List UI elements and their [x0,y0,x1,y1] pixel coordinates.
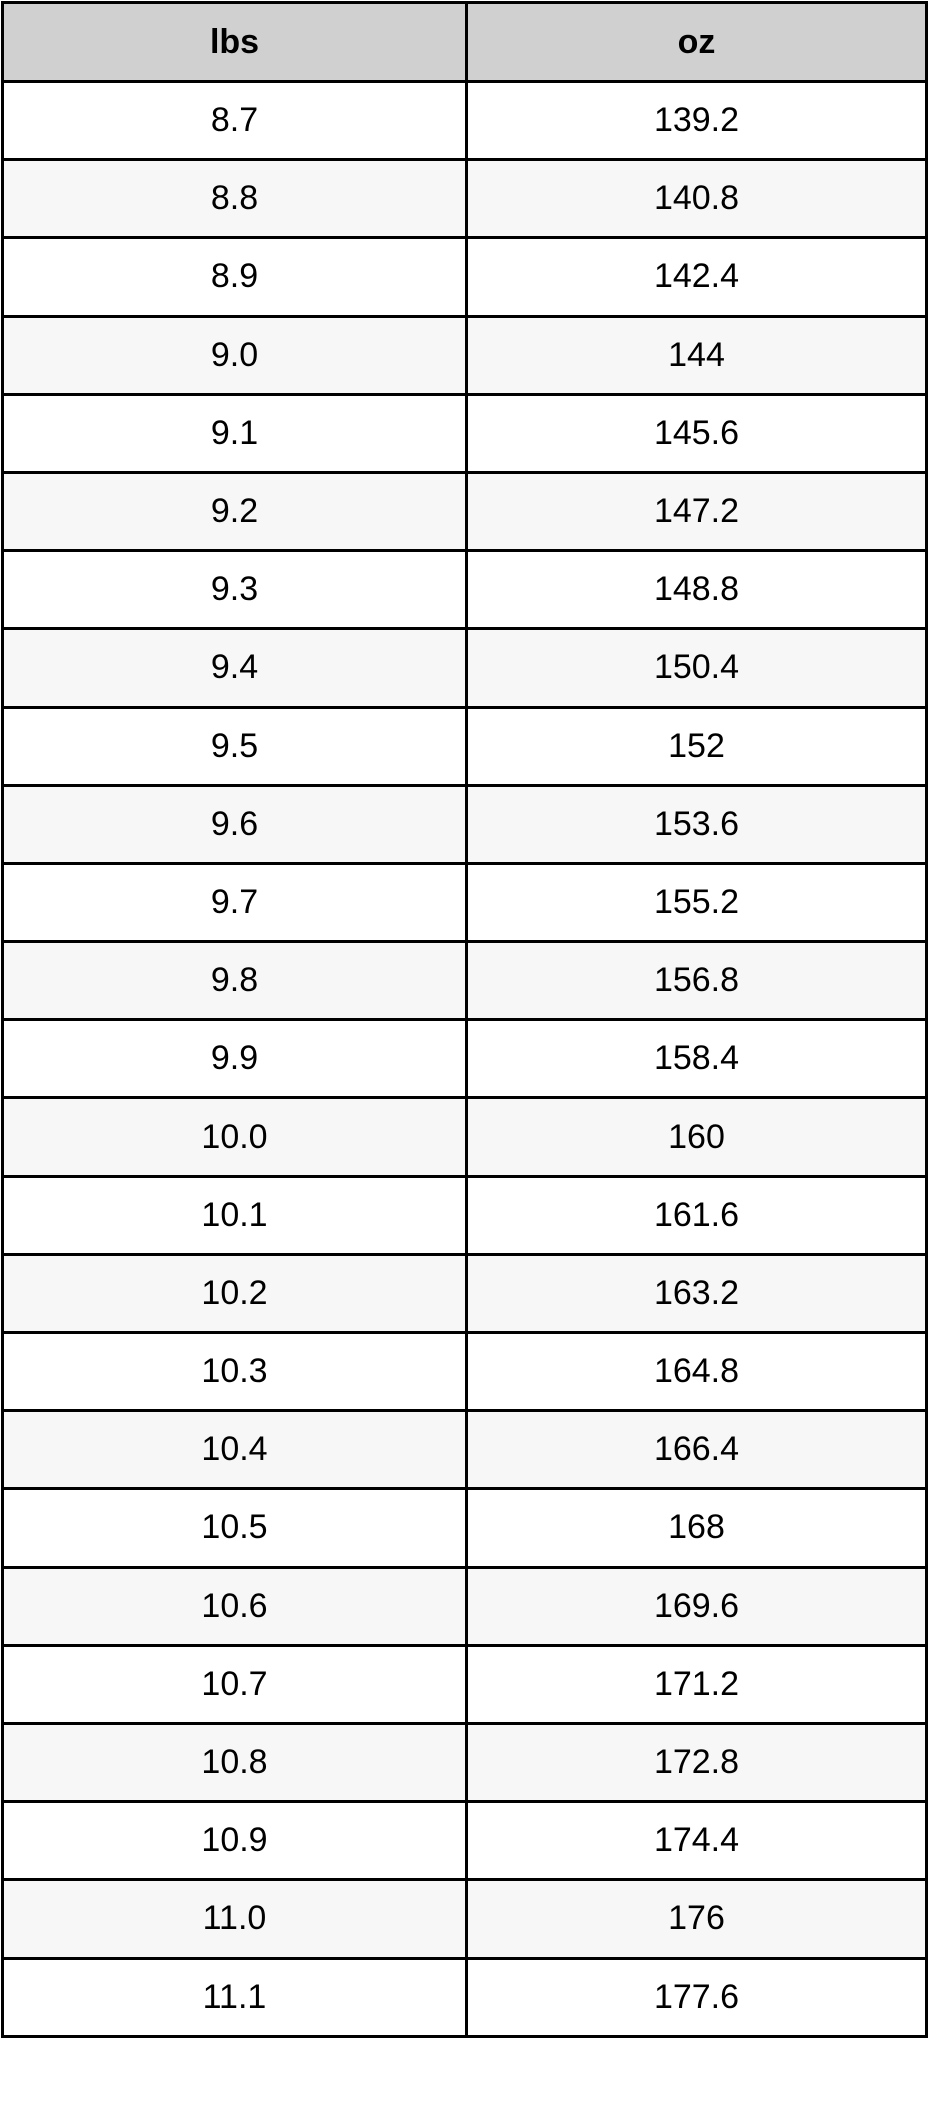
lbs-cell: 10.2 [1,1252,468,1335]
oz-cell: 161.6 [465,1174,928,1256]
lbs-cell: 9.2 [1,470,468,553]
lbs-cell: 11.1 [1,1956,468,2038]
table-row: 9.6 153.6 [1,783,928,865]
table-row: 10.2 163.2 [1,1252,928,1335]
lbs-cell: 9.9 [1,1018,468,1100]
table-row: 10.6 169.6 [1,1565,928,1647]
oz-cell: 155.2 [465,861,928,944]
table-row: 8.7 139.2 [1,79,928,162]
lbs-cell: 10.7 [1,1643,468,1725]
lbs-cell: 11.0 [1,1878,468,1960]
lbs-cell: 9.0 [1,314,468,396]
oz-cell: 171.2 [465,1643,928,1725]
table-row: 11.0 176 [1,1878,928,1960]
oz-cell: 147.2 [465,470,928,553]
lbs-cell: 9.3 [1,549,468,631]
table-row: 10.8 172.8 [1,1721,928,1804]
oz-cell: 177.6 [465,1956,928,2038]
table-row: 9.7 155.2 [1,861,928,944]
header-lbs: lbs [1,1,468,83]
table-row: 10.1 161.6 [1,1174,928,1256]
lbs-cell: 9.5 [1,705,468,787]
lbs-cell: 10.4 [1,1409,468,1491]
lbs-cell: 10.8 [1,1721,468,1804]
lbs-cell: 9.4 [1,627,468,709]
oz-cell: 160 [465,1096,928,1178]
oz-cell: 174.4 [465,1800,928,1882]
oz-cell: 139.2 [465,79,928,162]
oz-cell: 144 [465,314,928,396]
table-row: 9.9 158.4 [1,1018,928,1100]
table-row: 10.9 174.4 [1,1800,928,1882]
oz-cell: 145.6 [465,392,928,474]
table-row: 9.2 147.2 [1,470,928,553]
lbs-cell: 10.0 [1,1096,468,1178]
oz-cell: 140.8 [465,158,928,240]
lbs-cell: 8.7 [1,79,468,162]
table-row: 9.3 148.8 [1,549,928,631]
table-row: 9.0 144 [1,314,928,396]
table-row: 9.1 145.6 [1,392,928,474]
lbs-cell: 8.8 [1,158,468,240]
table-row: 10.3 164.8 [1,1330,928,1413]
lbs-cell: 9.7 [1,861,468,944]
table-row: 9.5 152 [1,705,928,787]
oz-cell: 166.4 [465,1409,928,1491]
lbs-cell: 8.9 [1,236,468,318]
oz-cell: 142.4 [465,236,928,318]
lbs-cell: 10.3 [1,1330,468,1413]
oz-cell: 152 [465,705,928,787]
header-row: lbs oz [1,1,928,83]
conversion-table: lbs oz 8.7 139.2 8.8 140.8 8.9 142.4 9.0 144 9.1… [1,1,928,2038]
lbs-cell: 9.6 [1,783,468,865]
table-row: 10.4 166.4 [1,1409,928,1491]
lbs-cell: 9.1 [1,392,468,474]
table-row: 10.5 168 [1,1487,928,1569]
lbs-cell: 10.9 [1,1800,468,1882]
oz-cell: 148.8 [465,549,928,631]
oz-cell: 158.4 [465,1018,928,1100]
table-row: 8.8 140.8 [1,158,928,240]
lbs-cell: 10.5 [1,1487,468,1569]
table-row: 9.8 156.8 [1,940,928,1022]
lbs-cell: 9.8 [1,940,468,1022]
header-oz: oz [465,1,928,83]
oz-cell: 163.2 [465,1252,928,1335]
oz-cell: 169.6 [465,1565,928,1647]
oz-cell: 156.8 [465,940,928,1022]
table-row: 11.1 177.6 [1,1956,928,2038]
lbs-cell: 10.1 [1,1174,468,1256]
oz-cell: 176 [465,1878,928,1960]
table-row: 8.9 142.4 [1,236,928,318]
oz-cell: 153.6 [465,783,928,865]
oz-cell: 168 [465,1487,928,1569]
table-row: 9.4 150.4 [1,627,928,709]
oz-cell: 172.8 [465,1721,928,1804]
oz-cell: 164.8 [465,1330,928,1413]
lbs-cell: 10.6 [1,1565,468,1647]
table-row: 10.0 160 [1,1096,928,1178]
oz-cell: 150.4 [465,627,928,709]
table-row: 10.7 171.2 [1,1643,928,1725]
